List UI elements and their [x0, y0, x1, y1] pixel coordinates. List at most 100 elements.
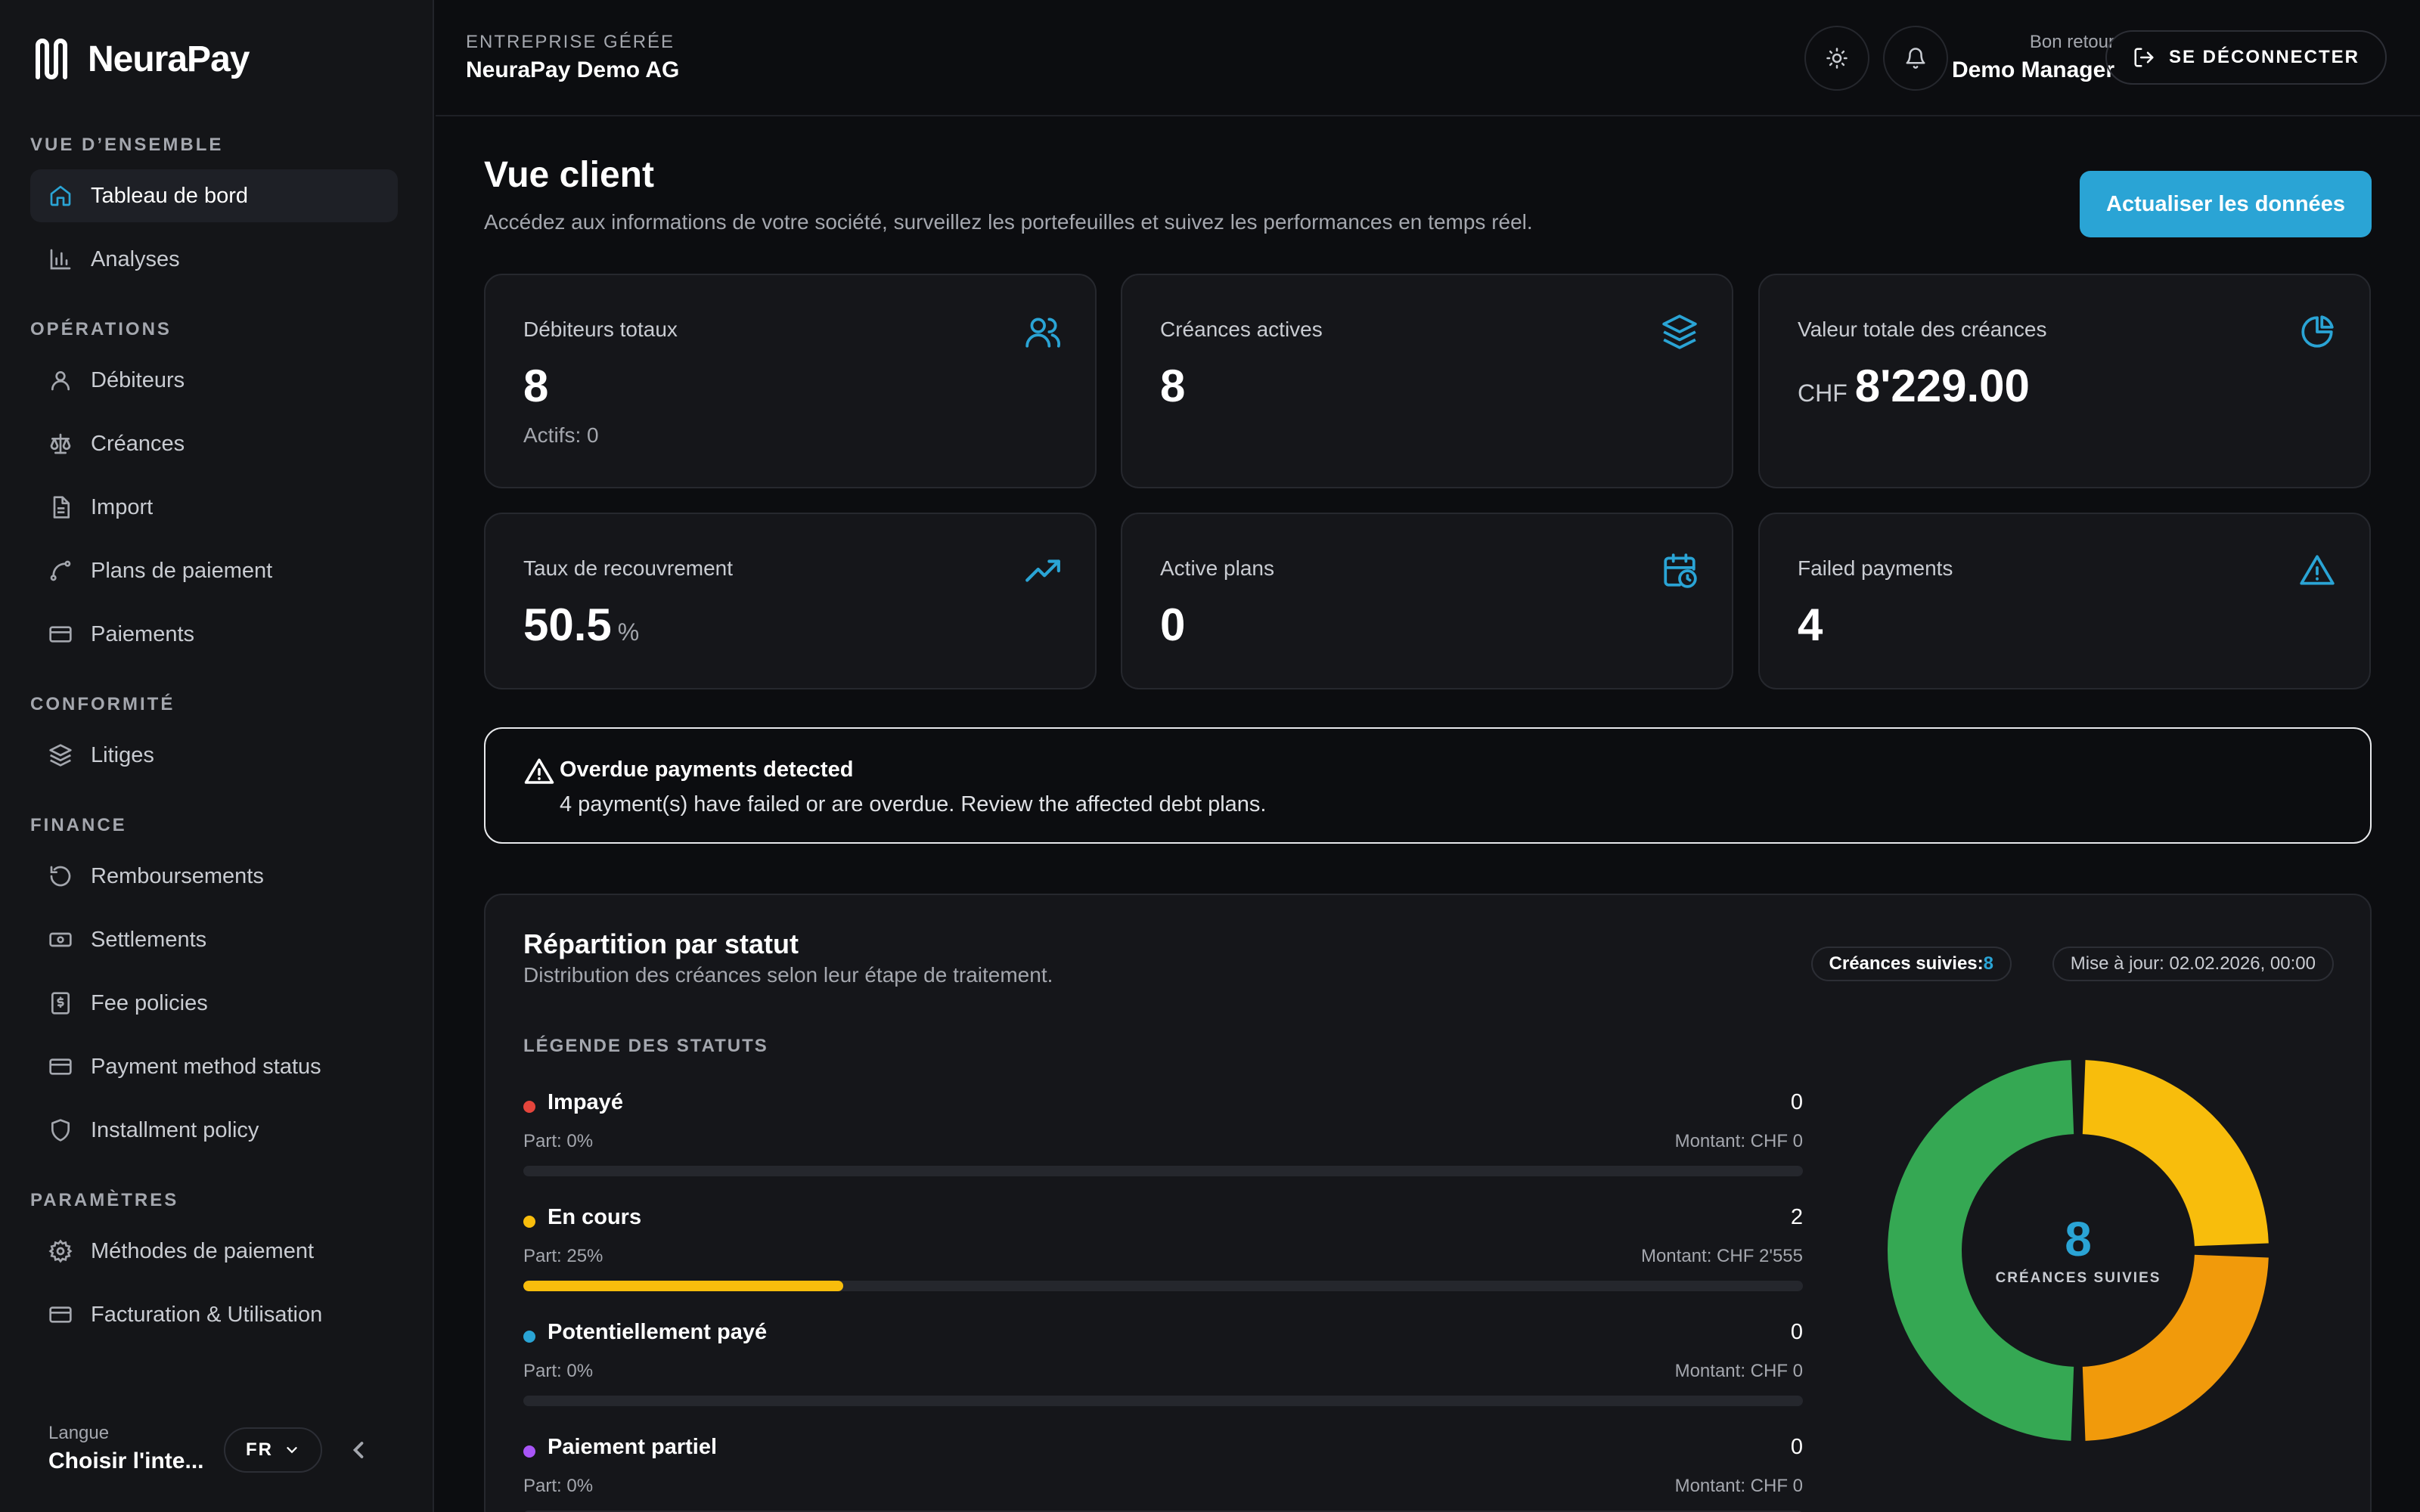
banknote-icon — [49, 932, 72, 947]
neurapay-logo-icon — [36, 39, 67, 79]
sidebar-item-label: Paiements — [91, 621, 195, 646]
shield-icon — [51, 1119, 70, 1142]
company-name: NeuraPay Demo AG — [466, 57, 680, 82]
sidebar-item-label: Installment policy — [91, 1117, 259, 1142]
sidebar-item-disputes[interactable]: Litiges — [30, 729, 398, 782]
sidebar-item-label: Import — [91, 494, 154, 519]
logo[interactable]: NeuraPay — [33, 36, 250, 82]
alert-triangle-icon — [2300, 555, 2335, 585]
route-icon — [50, 560, 71, 581]
sidebar-item-label: Analyses — [91, 246, 180, 271]
language-value[interactable]: Choisir l'inte... — [48, 1448, 204, 1473]
bar-chart-icon — [50, 249, 71, 270]
nav-section-settings: PARAMÈTRES — [30, 1190, 179, 1210]
card-subtext: Actifs: 0 — [523, 423, 599, 447]
layers-icon — [1662, 314, 1697, 349]
refresh-data-button[interactable]: Actualiser les données — [2080, 171, 2372, 237]
sidebar-item-billing-usage[interactable]: Facturation & Utilisation — [30, 1288, 398, 1341]
layers-icon — [49, 744, 72, 767]
status-amount: Montant: CHF 0 — [1674, 1476, 1803, 1496]
sidebar-item-payment-methods[interactable]: Méthodes de paiement — [30, 1225, 398, 1278]
status-row: En cours 2 Part: 25% Montant: CHF 2'555 — [523, 1205, 1803, 1303]
donut-center-value: 8 — [2065, 1212, 2092, 1266]
card-failed-payments: Failed payments 4 — [1758, 513, 2371, 689]
sidebar-item-claims[interactable]: Créances — [30, 417, 398, 470]
card-active-plans: Active plans 0 — [1121, 513, 1733, 689]
home-icon — [50, 185, 71, 206]
sidebar-item-refunds[interactable]: Remboursements — [30, 850, 398, 903]
status-count: 0 — [1790, 1090, 1803, 1114]
donut-segment[interactable] — [2082, 1060, 2269, 1247]
sidebar-item-label: Plans de paiement — [91, 558, 273, 583]
sidebar-item-installment-policy[interactable]: Installment policy — [30, 1104, 398, 1157]
sidebar-item-payments[interactable]: Paiements — [30, 608, 398, 661]
tracked-claims-badge: Créances suivies: 8 — [1810, 947, 2012, 981]
card-active-claims: Créances actives 8 — [1121, 274, 1733, 488]
gear-icon — [48, 1239, 73, 1263]
sidebar-item-analytics[interactable]: Analyses — [30, 233, 398, 286]
language-code: FR — [246, 1439, 273, 1460]
status-dot — [523, 1445, 535, 1458]
sidebar-item-label: Fee policies — [91, 990, 208, 1015]
donut-center-label: CRÉANCES SUIVIES — [1995, 1270, 2161, 1286]
tracked-label: Créances suivies: — [1829, 953, 1984, 974]
card-total-debtors: Débiteurs totaux 8 Actifs: 0 — [484, 274, 1097, 488]
sidebar-item-label: Facturation & Utilisation — [91, 1302, 323, 1327]
currency-label: CHF — [1798, 380, 1848, 407]
card-label: Valeur totale des créances — [1798, 318, 2047, 341]
notifications-button[interactable] — [1883, 26, 1948, 91]
status-row: Paiement partiel 0 Part: 0% Montant: CHF 0 — [523, 1435, 1803, 1512]
donut-segment[interactable] — [1887, 1060, 2074, 1441]
status-amount: Montant: CHF 2'555 — [1640, 1246, 1803, 1266]
tracked-value: 8 — [1983, 953, 1993, 974]
card-amount: 8'229.00 — [1854, 361, 2030, 411]
card-label: Débiteurs totaux — [523, 318, 678, 341]
panel-subtitle: Distribution des créances selon leur éta… — [523, 963, 1053, 987]
card-icon — [49, 626, 72, 643]
status-name: Potentiellement payé — [548, 1320, 768, 1344]
card-value: 4 — [1798, 600, 1823, 650]
logout-button[interactable]: SE DÉCONNECTER — [2105, 30, 2387, 85]
status-count: 0 — [1790, 1320, 1803, 1344]
card-label: Active plans — [1160, 556, 1274, 580]
theme-toggle-button[interactable] — [1804, 26, 1869, 91]
sidebar-item-import[interactable]: Import — [30, 481, 398, 534]
status-distribution-panel: Répartition par statut Distribution des … — [484, 894, 2372, 1512]
chevron-left-icon[interactable] — [345, 1436, 372, 1464]
status-name: Paiement partiel — [548, 1435, 718, 1459]
card-icon — [49, 1306, 72, 1323]
sidebar-item-settlements[interactable]: Settlements — [30, 913, 398, 966]
status-row: Impayé 0 Part: 0% Montant: CHF 0 — [523, 1090, 1803, 1188]
receipt-icon — [51, 992, 70, 1015]
donut-segment[interactable] — [2082, 1254, 2269, 1441]
page-title: Vue client — [484, 155, 654, 195]
sidebar-item-payment-method-status[interactable]: Payment method status — [30, 1040, 398, 1093]
sidebar-item-fee-policies[interactable]: Fee policies — [30, 977, 398, 1030]
sun-icon — [1826, 48, 1848, 69]
unit-label: % — [617, 618, 640, 646]
sidebar-item-dashboard[interactable]: Tableau de bord — [30, 169, 398, 222]
sidebar-item-label: Tableau de bord — [91, 183, 248, 208]
card-label: Créances actives — [1160, 318, 1323, 341]
card-recovery-rate: Taux de recouvrement 50.5% — [484, 513, 1097, 689]
updated-at-badge: Mise à jour: 02.02.2026, 00:00 — [2052, 947, 2334, 981]
pie-chart-icon — [2301, 315, 2334, 348]
status-progress-fill — [523, 1281, 843, 1291]
sidebar-item-label: Débiteurs — [91, 367, 185, 392]
users-icon — [1025, 318, 1060, 348]
chevron-down-icon — [287, 1447, 297, 1454]
status-progress-track — [523, 1396, 1803, 1406]
card-label: Taux de recouvrement — [523, 556, 734, 580]
sidebar-item-label: Settlements — [91, 927, 207, 952]
sidebar-item-label: Payment method status — [91, 1054, 321, 1079]
card-value: 8 — [523, 361, 549, 411]
sidebar-item-debtors[interactable]: Débiteurs — [30, 354, 398, 407]
status-progress-track — [523, 1166, 1803, 1176]
language-select[interactable]: FR — [224, 1427, 322, 1473]
card-icon — [49, 1058, 72, 1075]
status-share: Part: 0% — [523, 1131, 594, 1151]
status-amount: Montant: CHF 0 — [1674, 1131, 1803, 1151]
sidebar-item-label: Méthodes de paiement — [91, 1238, 315, 1263]
scale-icon — [50, 433, 71, 454]
sidebar-item-payment-plans[interactable]: Plans de paiement — [30, 544, 398, 597]
